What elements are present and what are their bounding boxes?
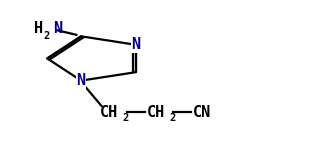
- Text: N: N: [77, 73, 86, 88]
- Text: CH: CH: [100, 105, 118, 120]
- Text: CH: CH: [146, 105, 165, 120]
- Text: CN: CN: [193, 105, 211, 120]
- Text: 2: 2: [123, 113, 129, 123]
- Text: 2: 2: [169, 113, 175, 123]
- Text: N: N: [131, 37, 140, 52]
- Text: 2: 2: [44, 31, 50, 41]
- Text: N: N: [53, 21, 62, 36]
- Text: H: H: [34, 21, 43, 36]
